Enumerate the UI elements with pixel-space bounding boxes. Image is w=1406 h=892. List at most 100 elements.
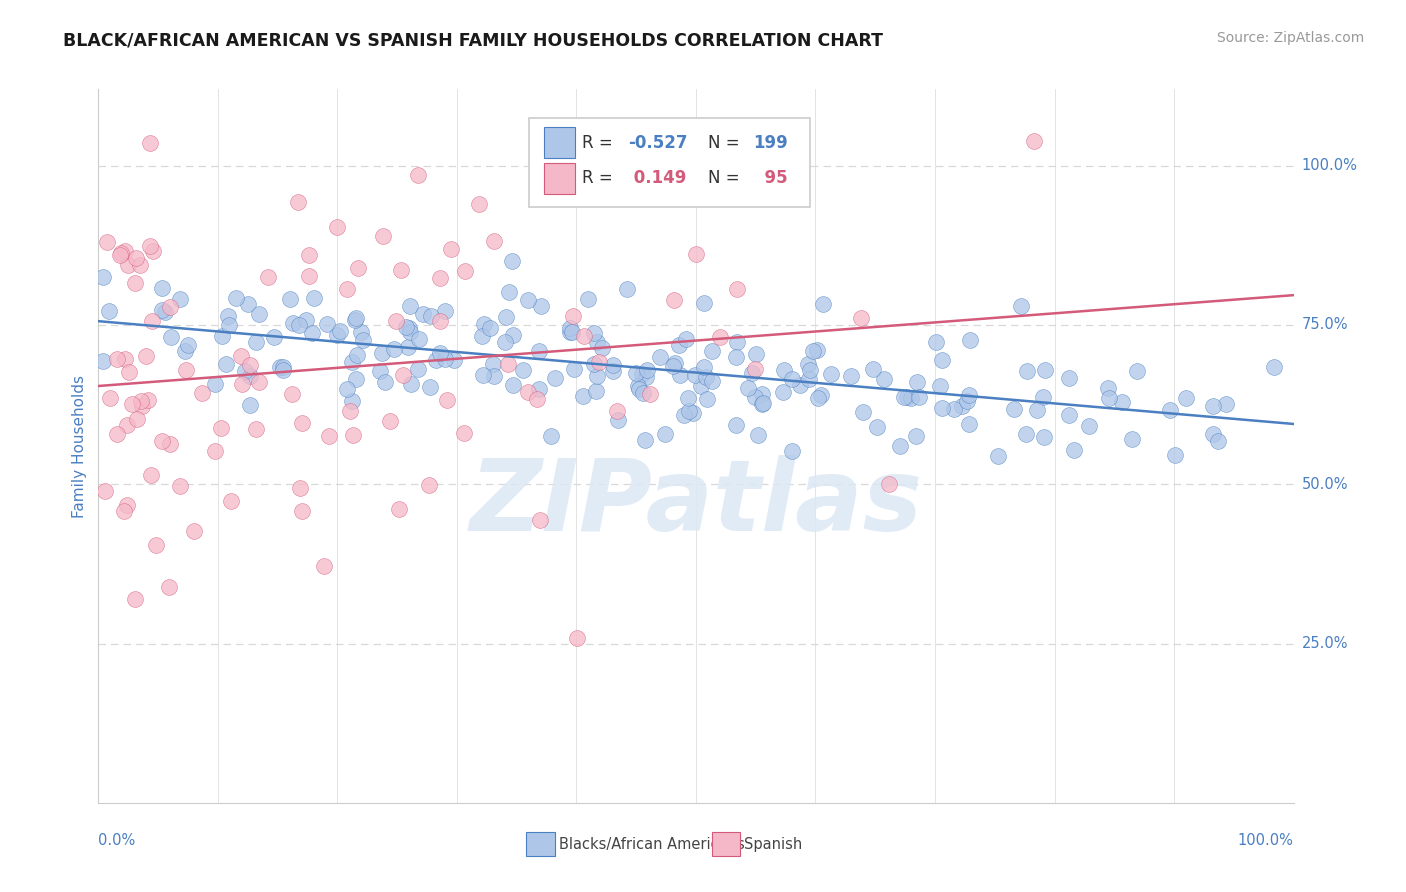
- Point: [339, 404, 361, 418]
- Point: [799, 363, 821, 377]
- Point: [1059, 408, 1081, 422]
- Point: [136, 392, 159, 407]
- Point: [384, 314, 406, 328]
- Point: [682, 406, 704, 420]
- Point: [436, 393, 458, 408]
- Point: [957, 417, 980, 431]
- Point: [950, 399, 973, 413]
- Point: [606, 403, 628, 417]
- Point: [908, 390, 931, 404]
- Point: [159, 436, 181, 450]
- Point: [204, 377, 226, 392]
- Text: Blacks/African Americans: Blacks/African Americans: [558, 837, 744, 852]
- Point: [183, 524, 205, 538]
- Point: [139, 238, 162, 252]
- Point: [585, 384, 607, 398]
- Point: [839, 369, 862, 384]
- Point: [105, 351, 128, 366]
- Point: [94, 483, 117, 498]
- Point: [468, 197, 491, 211]
- Point: [494, 334, 516, 349]
- Point: [1033, 363, 1056, 377]
- Point: [673, 408, 696, 422]
- Point: [281, 316, 304, 330]
- Point: [583, 326, 606, 341]
- Point: [1063, 442, 1085, 457]
- Point: [943, 402, 966, 417]
- Point: [1263, 360, 1285, 375]
- Point: [340, 394, 363, 409]
- Point: [398, 321, 420, 335]
- Point: [1098, 391, 1121, 405]
- Point: [346, 348, 368, 362]
- Text: 75.0%: 75.0%: [1302, 318, 1348, 333]
- Point: [1201, 399, 1223, 413]
- Point: [709, 330, 731, 344]
- Point: [247, 307, 270, 321]
- Point: [117, 258, 139, 272]
- Y-axis label: Family Households: Family Households: [72, 375, 87, 517]
- Point: [399, 377, 422, 392]
- Point: [124, 591, 146, 606]
- Point: [347, 261, 370, 276]
- Point: [96, 235, 118, 249]
- Point: [429, 314, 451, 328]
- Point: [529, 382, 551, 396]
- Point: [797, 371, 820, 385]
- Point: [560, 321, 582, 335]
- Point: [219, 494, 242, 508]
- Point: [176, 338, 198, 352]
- Point: [741, 366, 763, 380]
- Point: [751, 395, 773, 409]
- Point: [344, 313, 367, 327]
- Point: [125, 251, 148, 265]
- Point: [481, 358, 503, 372]
- Point: [928, 379, 950, 393]
- Point: [204, 444, 226, 458]
- Point: [526, 392, 548, 407]
- Text: BLACK/AFRICAN AMERICAN VS SPANISH FAMILY HOUSEHOLDS CORRELATION CHART: BLACK/AFRICAN AMERICAN VS SPANISH FAMILY…: [63, 31, 883, 49]
- Point: [905, 429, 928, 443]
- Point: [399, 299, 422, 313]
- Point: [678, 403, 700, 417]
- Point: [957, 388, 980, 402]
- Point: [295, 313, 318, 327]
- Point: [256, 270, 278, 285]
- Point: [115, 418, 138, 433]
- Point: [454, 264, 477, 278]
- Point: [291, 416, 314, 430]
- Point: [745, 347, 768, 361]
- Point: [1164, 448, 1187, 462]
- Point: [683, 368, 706, 383]
- Point: [288, 481, 311, 495]
- Point: [516, 384, 538, 399]
- Point: [495, 310, 517, 325]
- Point: [560, 326, 582, 340]
- Point: [737, 381, 759, 395]
- Point: [772, 384, 794, 399]
- Point: [373, 229, 395, 244]
- Text: 0.0%: 0.0%: [98, 833, 135, 848]
- Point: [695, 369, 717, 384]
- Point: [406, 169, 429, 183]
- Point: [350, 325, 373, 339]
- FancyBboxPatch shape: [544, 127, 575, 159]
- Point: [782, 372, 804, 386]
- Point: [1121, 432, 1143, 446]
- Point: [114, 352, 136, 367]
- Point: [110, 245, 132, 260]
- Point: [501, 254, 523, 268]
- Point: [145, 537, 167, 551]
- Point: [744, 390, 766, 404]
- Point: [572, 389, 595, 403]
- Point: [668, 338, 690, 352]
- Point: [616, 282, 638, 296]
- Point: [378, 414, 401, 428]
- Point: [1174, 392, 1197, 406]
- Point: [1010, 299, 1032, 313]
- Point: [239, 358, 262, 372]
- Point: [425, 352, 447, 367]
- Point: [873, 372, 896, 386]
- Point: [340, 355, 363, 369]
- Point: [157, 580, 180, 594]
